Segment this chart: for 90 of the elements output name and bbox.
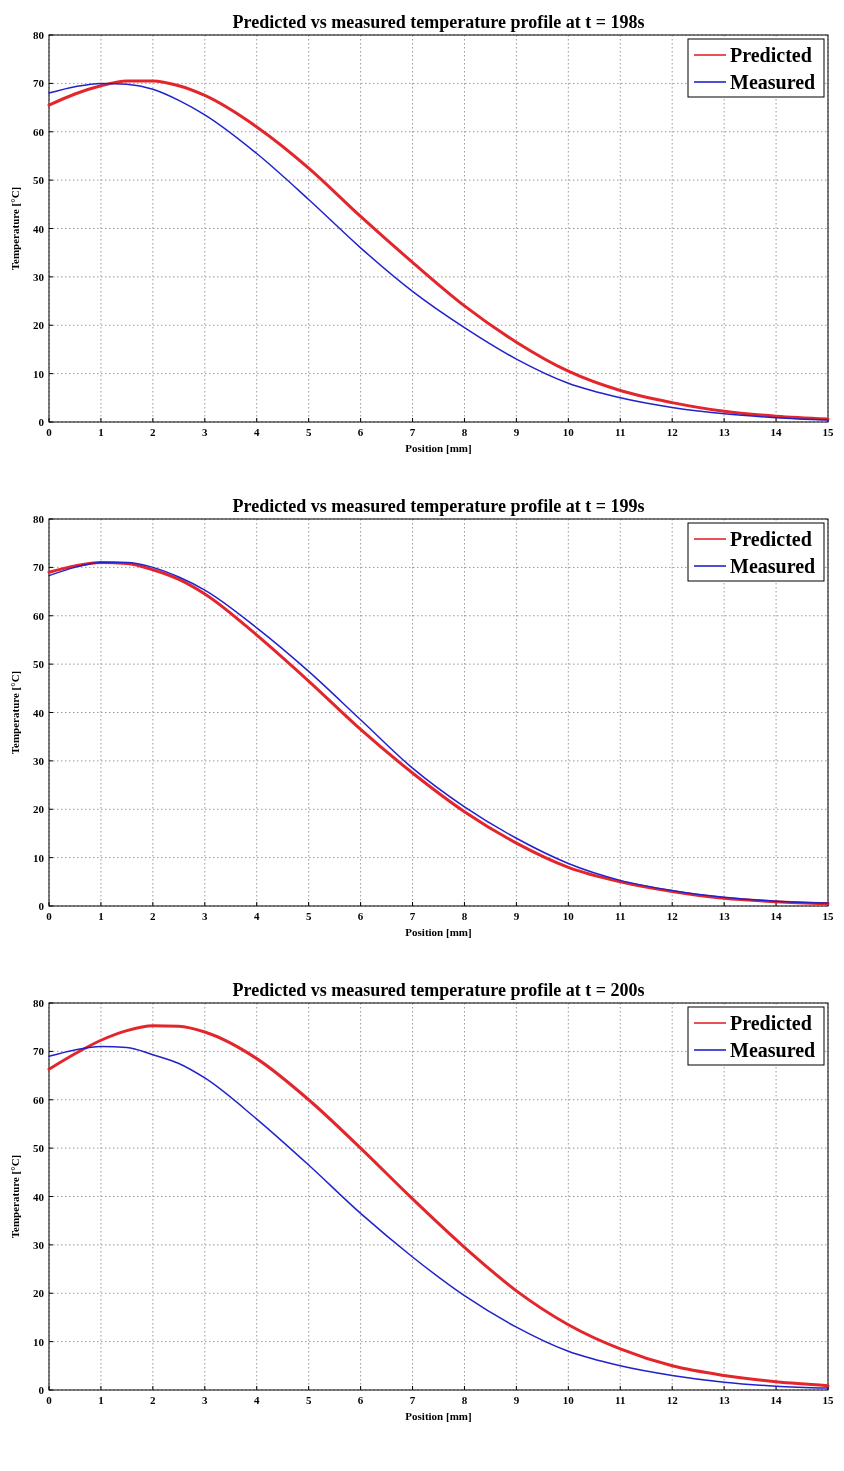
x-tick-label: 15 [822, 426, 834, 438]
x-tick-label: 7 [409, 426, 416, 438]
y-tick-label: 20 [33, 803, 45, 816]
y-tick-label: 30 [33, 1238, 45, 1251]
x-tick-label: 15 [822, 1394, 834, 1406]
x-tick-label: 4 [253, 910, 260, 922]
x-axis-title: Position [mm] [405, 442, 472, 454]
x-axis-title: Position [mm] [405, 1410, 472, 1422]
y-axis-title: Temperature [°C] [9, 1154, 21, 1239]
x-tick-label: 7 [409, 910, 416, 922]
x-tick-label: 14 [770, 1394, 783, 1406]
x-tick-label: 5 [305, 910, 312, 922]
y-tick-label: 50 [33, 1142, 45, 1155]
chart-title: Predicted vs measured temperature profile at t = 198s [232, 12, 645, 32]
y-tick-label: 80 [33, 29, 45, 41]
x-tick-label: 10 [562, 910, 575, 922]
x-tick-label: 12 [666, 1394, 679, 1406]
y-tick-label: 0 [38, 1384, 45, 1396]
x-tick-label: 2 [150, 426, 157, 438]
legend-label: Predicted [730, 528, 812, 550]
y-tick-label: 80 [33, 997, 45, 1009]
legend-label: Measured [730, 555, 816, 577]
y-tick-label: 10 [33, 367, 45, 380]
y-tick-label: 0 [38, 900, 45, 912]
x-tick-label: 0 [46, 426, 53, 438]
y-tick-label: 70 [33, 561, 45, 574]
x-tick-label: 7 [409, 1394, 416, 1406]
x-tick-label: 9 [513, 910, 520, 922]
x-tick-label: 10 [562, 426, 575, 438]
x-tick-label: 1 [98, 1394, 104, 1406]
x-tick-label: 6 [357, 426, 364, 438]
y-tick-label: 40 [33, 1190, 45, 1203]
y-tick-label: 70 [33, 77, 45, 90]
y-axis-title: Temperature [°C] [9, 186, 21, 271]
y-tick-label: 50 [33, 174, 45, 187]
y-tick-label: 60 [33, 125, 45, 138]
x-tick-label: 13 [718, 910, 731, 922]
legend-label: Predicted [730, 1012, 812, 1034]
x-tick-label: 11 [615, 910, 626, 922]
legend-label: Measured [730, 71, 816, 93]
y-tick-label: 40 [33, 706, 45, 719]
y-tick-label: 60 [33, 609, 45, 622]
x-tick-label: 8 [461, 426, 468, 438]
chart-title: Predicted vs measured temperature profile at t = 200s [232, 980, 645, 1000]
x-tick-label: 8 [461, 1394, 468, 1406]
x-tick-label: 13 [718, 1394, 731, 1406]
x-tick-label: 4 [253, 426, 260, 438]
x-tick-label: 4 [253, 1394, 260, 1406]
y-tick-label: 30 [33, 754, 45, 767]
legend-label: Predicted [730, 44, 812, 66]
x-tick-label: 11 [615, 426, 626, 438]
x-tick-label: 10 [562, 1394, 575, 1406]
x-tick-label: 14 [770, 426, 783, 438]
x-tick-label: 6 [357, 910, 364, 922]
x-tick-label: 0 [46, 910, 53, 922]
y-tick-label: 10 [33, 851, 45, 864]
x-tick-label: 13 [718, 426, 731, 438]
x-tick-label: 3 [202, 426, 209, 438]
y-tick-label: 70 [33, 1045, 45, 1058]
legend-label: Measured [730, 1039, 816, 1061]
x-tick-label: 12 [666, 910, 679, 922]
x-tick-label: 3 [202, 910, 209, 922]
x-tick-label: 5 [305, 1394, 312, 1406]
x-axis-title: Position [mm] [405, 926, 472, 938]
x-tick-label: 5 [305, 426, 312, 438]
y-tick-label: 20 [33, 319, 45, 332]
x-tick-label: 1 [98, 426, 104, 438]
x-tick-label: 12 [666, 426, 679, 438]
y-tick-label: 10 [33, 1335, 45, 1348]
x-tick-label: 11 [615, 1394, 626, 1406]
x-tick-label: 8 [461, 910, 468, 922]
y-tick-label: 20 [33, 1287, 45, 1300]
x-tick-label: 1 [98, 910, 104, 922]
y-tick-label: 80 [33, 513, 45, 525]
x-tick-label: 3 [202, 1394, 209, 1406]
x-tick-label: 0 [46, 1394, 53, 1406]
chart-title: Predicted vs measured temperature profile at t = 199s [232, 496, 645, 516]
y-tick-label: 0 [38, 416, 45, 428]
y-tick-label: 30 [33, 270, 45, 283]
x-tick-label: 2 [150, 1394, 157, 1406]
y-tick-label: 60 [33, 1093, 45, 1106]
x-tick-label: 15 [822, 910, 834, 922]
x-tick-label: 9 [513, 426, 520, 438]
y-tick-label: 40 [33, 222, 45, 235]
x-tick-label: 6 [357, 1394, 364, 1406]
y-tick-label: 50 [33, 658, 45, 671]
y-axis-title: Temperature [°C] [9, 670, 21, 755]
x-tick-label: 9 [513, 1394, 520, 1406]
x-tick-label: 2 [150, 910, 157, 922]
x-tick-label: 14 [770, 910, 783, 922]
